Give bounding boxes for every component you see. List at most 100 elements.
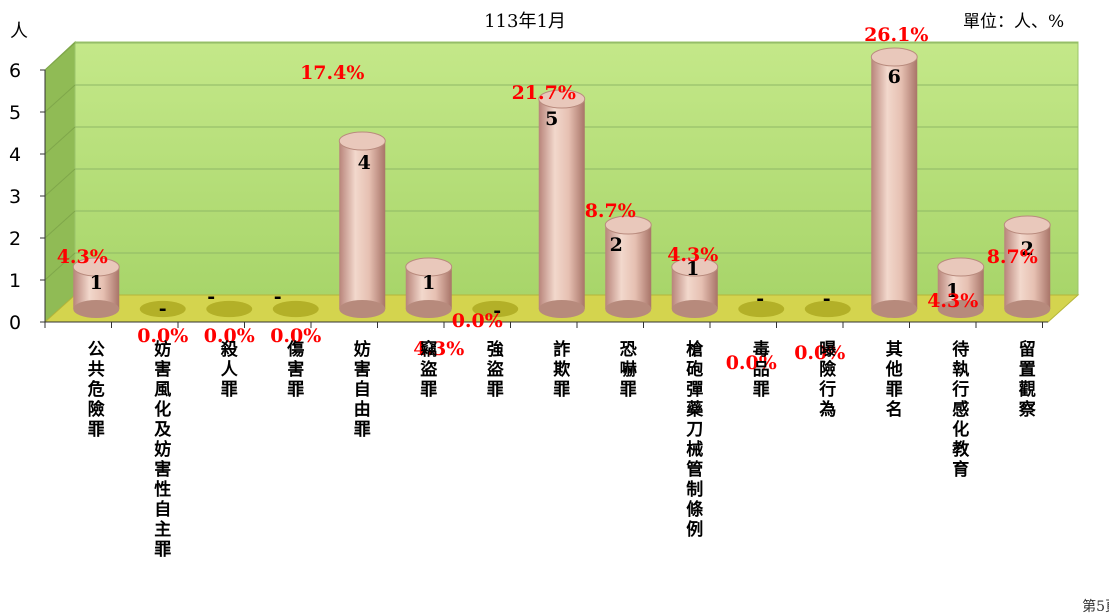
percent-label: 4.3% <box>413 338 464 360</box>
x-tick-label: 恐嚇罪 <box>619 340 637 400</box>
value-label: - <box>274 286 282 308</box>
value-label: 1 <box>90 272 103 294</box>
bar <box>72 257 120 318</box>
x-tick-label: 其他罪名 <box>885 340 903 420</box>
percent-label: 0.0% <box>452 310 503 332</box>
bar-body <box>605 225 652 309</box>
bar-top <box>72 257 120 277</box>
percent-labels: 4.3% 0.0% 0.0% 0.0% 17.4% 4.3% 0.0% 21.7% 8.7% 4.… <box>57 24 1038 374</box>
percent-label: 0.0% <box>204 325 255 347</box>
bar-empty <box>738 300 785 318</box>
bar <box>272 300 319 318</box>
x-tick-label: 殺人罪 <box>220 340 238 400</box>
percent-label: 8.7% <box>585 200 636 222</box>
bar-series <box>72 47 1051 318</box>
y-tick-label: 4 <box>9 144 21 166</box>
percent-label: 26.1% <box>864 24 928 46</box>
percent-label: 0.0% <box>270 325 321 347</box>
percent-label: 4.3% <box>667 244 718 266</box>
bar-top <box>538 89 586 109</box>
value-label: - <box>493 300 501 322</box>
bar-top <box>604 215 652 235</box>
bar <box>804 300 851 318</box>
gridline-side <box>44 84 76 113</box>
gridline-side <box>44 252 76 281</box>
y-axis: 0 1 2 3 4 5 6 <box>9 60 45 334</box>
y-tick-label: 5 <box>9 102 21 124</box>
bar <box>538 89 586 318</box>
percent-label: 21.7% <box>512 82 576 104</box>
bar <box>139 300 186 318</box>
percent-label: 17.4% <box>300 62 364 84</box>
bar-base <box>73 300 120 318</box>
y-tick-label: 1 <box>9 270 21 292</box>
value-label: - <box>823 288 831 310</box>
x-tick-label: 竊盜罪 <box>420 340 438 400</box>
x-tick-label: 留置觀察 <box>1018 340 1036 420</box>
bar-base <box>671 300 718 318</box>
percent-label: 0.0% <box>794 342 845 364</box>
x-tick-label: 妨害自由罪 <box>353 340 371 440</box>
value-label: 2 <box>610 234 623 256</box>
bar-body <box>1004 225 1051 309</box>
bar-base <box>871 300 918 318</box>
value-label: 6 <box>888 66 901 88</box>
gridline-side <box>44 210 76 239</box>
bar <box>738 300 785 318</box>
bar <box>671 257 719 318</box>
value-label: 5 <box>545 108 558 130</box>
x-tick-label: 妨害風化及妨害性自主罪 <box>154 340 172 560</box>
page-number: 第5頁 <box>1082 599 1109 615</box>
percent-label: 8.7% <box>987 246 1038 268</box>
y-tick-label: 6 <box>9 60 21 82</box>
bar-top <box>405 257 453 277</box>
bar-base <box>405 300 452 318</box>
gridline-side <box>44 126 76 155</box>
percent-label: 0.0% <box>137 325 188 347</box>
chart-title: 113年1月 <box>484 11 566 32</box>
bar-top <box>870 47 918 67</box>
value-label: - <box>756 288 764 310</box>
gridline-side <box>44 168 76 197</box>
bar-top <box>937 257 985 277</box>
bar-empty <box>139 300 186 318</box>
bar-base <box>339 300 386 318</box>
y-tick-label: 2 <box>9 228 21 250</box>
x-tick-label: 曝險行為 <box>819 340 837 420</box>
bar <box>405 257 453 318</box>
bar <box>338 131 386 318</box>
bar-base <box>937 300 984 318</box>
gridline-side <box>44 42 76 71</box>
bar-base <box>1004 300 1051 318</box>
x-tick-label: 強盜罪 <box>486 340 504 400</box>
value-label: 2 <box>1021 238 1034 260</box>
y-tick-label: 3 <box>9 186 21 208</box>
x-ticks <box>44 322 1043 328</box>
value-label: 1 <box>946 280 959 302</box>
bar-empty <box>272 300 319 318</box>
value-label: 1 <box>422 272 435 294</box>
bar <box>206 300 253 318</box>
bar-top <box>338 131 386 151</box>
bar-base <box>605 300 652 318</box>
bar-empty <box>804 300 851 318</box>
bar-top <box>1003 215 1051 235</box>
y-tick-label: 0 <box>9 312 21 334</box>
bar <box>604 215 652 318</box>
x-tick-label: 詐欺罪 <box>553 340 571 400</box>
bar-body <box>871 57 918 309</box>
percent-label: 4.3% <box>927 290 978 312</box>
value-labels: 1 - - - 4 1 - 5 2 1 - - 6 1 2 <box>90 66 1034 322</box>
value-label: 4 <box>358 152 371 174</box>
x-tick-label: 槍砲彈藥刀械管制條例 <box>686 340 704 540</box>
x-tick-label: 待執行感化教育 <box>952 340 970 480</box>
bar <box>870 47 918 318</box>
bar <box>937 257 985 318</box>
unit-label: 單位：人、% <box>963 12 1064 32</box>
x-tick-label: 毒品罪 <box>752 340 770 400</box>
bar <box>472 300 519 318</box>
bar-top <box>671 257 719 277</box>
bar <box>1003 215 1051 318</box>
value-label: - <box>159 298 167 320</box>
